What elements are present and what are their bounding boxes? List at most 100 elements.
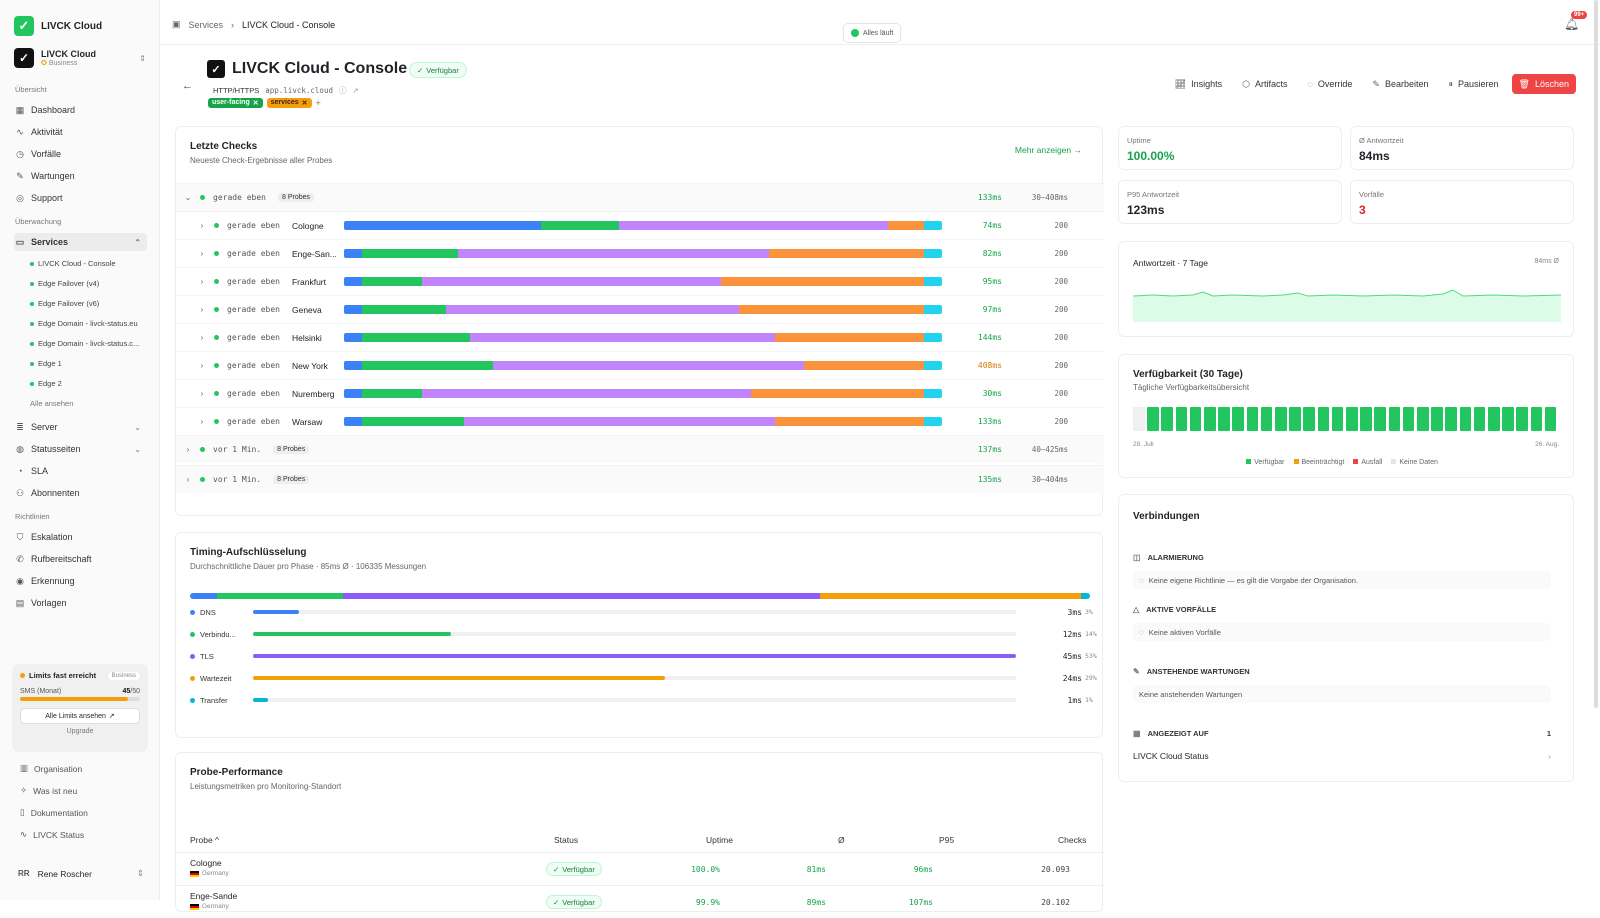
nav-sla[interactable]: ◔ SLA (14, 462, 147, 480)
service-link[interactable]: LIVCK Cloud - Console (30, 259, 116, 268)
tag-chip[interactable]: services ✕ (266, 98, 312, 108)
availability-day[interactable] (1161, 407, 1174, 431)
sidebar-toggle-icon[interactable]: ▣ (172, 19, 181, 29)
availability-day[interactable] (1530, 407, 1543, 431)
check-row[interactable]: › gerade eben Cologne 74ms 200 (176, 211, 1104, 239)
org-switcher[interactable]: ✓ LIVCK Cloud ✪ Business ⇕ (14, 48, 146, 68)
availability-day[interactable] (1189, 407, 1202, 431)
nav-templates[interactable]: ▤ Vorlagen (15, 597, 67, 609)
app-logo[interactable]: ✓ LIVCK Cloud (14, 16, 102, 36)
check-group-row[interactable]: ⌄ gerade eben 8 Probes 133ms 30–408ms (176, 183, 1104, 211)
availability-day[interactable] (1360, 407, 1372, 431)
availability-day[interactable] (1388, 407, 1401, 431)
status-page-link[interactable]: LIVCK Cloud Status › (1133, 751, 1551, 761)
bell-icon[interactable]: 🔔︎ (1564, 17, 1580, 31)
nav-on-call[interactable]: ✆ Rufbereitschaft (16, 553, 92, 565)
availability-day[interactable] (1431, 407, 1443, 431)
artifacts-button[interactable]: ⬡ Artifacts (1242, 78, 1288, 90)
column-header-checks[interactable]: Checks (1058, 835, 1087, 845)
availability-day[interactable] (1232, 407, 1245, 431)
nav-docs[interactable]: ▯ Dokumentation (20, 807, 88, 818)
availability-day[interactable] (1218, 407, 1230, 431)
availability-day[interactable] (1417, 407, 1429, 431)
global-status-pill[interactable]: Alles läuft (843, 23, 902, 43)
column-header-p95[interactable]: P95 (939, 835, 955, 845)
external-link-icon[interactable]: ↗ (352, 86, 359, 95)
availability-day[interactable] (1346, 407, 1358, 431)
availability-day[interactable] (1246, 407, 1259, 431)
nav-dashboard[interactable]: ▦ Dashboard (15, 104, 76, 116)
nav-detection[interactable]: ◉ Erkennung (16, 575, 75, 587)
availability-day[interactable] (1473, 407, 1486, 431)
availability-day[interactable] (1275, 407, 1287, 431)
service-link[interactable]: Edge Failover (v4) (30, 279, 99, 288)
service-link[interactable]: Edge 1 (30, 359, 62, 368)
check-row[interactable]: › gerade eben New York 408ms 200 (176, 351, 1104, 379)
add-tag-button[interactable]: + (315, 98, 321, 108)
availability-day[interactable] (1147, 407, 1159, 431)
service-link[interactable]: Edge Domain - livck-status.c... (30, 339, 139, 348)
nav-activity[interactable]: ∿ Aktivität (16, 126, 63, 138)
availability-day[interactable] (1402, 407, 1415, 431)
nav-services[interactable]: ▭ Services ⌃ (14, 233, 147, 251)
availability-day[interactable] (1488, 407, 1500, 431)
availability-day[interactable] (1459, 407, 1472, 431)
upgrade-link[interactable]: Upgrade (66, 728, 94, 735)
column-header-probe[interactable]: Probe ^ (190, 835, 220, 845)
availability-day[interactable] (1260, 407, 1273, 431)
tag-chip[interactable]: user-facing ✕ (208, 98, 263, 108)
nav-incidents[interactable]: ◷ Vorfälle (16, 148, 62, 160)
service-link[interactable]: Edge Failover (v6) (30, 299, 99, 308)
availability-day[interactable] (1374, 407, 1387, 431)
check-row[interactable]: › gerade eben Nuremberg 30ms 200 (176, 379, 1104, 407)
nav-server[interactable]: ≣ Server ⌄ (16, 421, 141, 433)
show-more-link[interactable]: Mehr anzeigen → (1014, 145, 1082, 155)
breadcrumb-parent[interactable]: Services (188, 19, 224, 30)
availability-day[interactable] (1204, 407, 1216, 431)
availability-day[interactable] (1289, 407, 1301, 431)
check-row[interactable]: › gerade eben Warsaw 133ms 200 (176, 407, 1104, 435)
nav-whats-new[interactable]: ✧ Was ist neu (20, 785, 78, 796)
check-group-row[interactable]: › vor 1 Min. 8 Probes 137ms 40–425ms (176, 435, 1104, 463)
availability-day[interactable] (1331, 407, 1344, 431)
nav-subscribers[interactable]: ⚇ Abonnenten (15, 487, 80, 499)
nav-status-pages[interactable]: ◍ Statusseiten ⌄ (16, 443, 141, 455)
edit-button[interactable]: ✎ Bearbeiten (1372, 78, 1429, 90)
nav-escalation[interactable]: ⛉ Eskalation (16, 531, 73, 543)
nav-support[interactable]: ◎ Support (16, 192, 63, 204)
column-header-status[interactable]: Status (554, 835, 579, 845)
table-row[interactable]: Cologne Germany ✓ Verfügbar 100.0% 81ms 9… (176, 852, 1104, 885)
availability-day[interactable] (1445, 407, 1458, 431)
page-scrollbar[interactable] (1594, 0, 1598, 708)
service-url[interactable]: app.livck.cloud (265, 86, 333, 95)
service-link[interactable]: Edge 2 (30, 379, 62, 388)
check-row[interactable]: › gerade eben Enge-San... 82ms 200 (176, 239, 1104, 267)
insights-button[interactable]: 📈︎ Insights (1174, 78, 1223, 90)
delete-button[interactable]: 🗑︎ Löschen (1511, 74, 1576, 94)
check-row[interactable]: › gerade eben Geneva 97ms 200 (176, 295, 1104, 323)
nav-maintenance[interactable]: ✎ Wartungen (16, 170, 75, 182)
close-icon[interactable]: ✕ (301, 100, 308, 107)
info-icon[interactable]: ⓘ (338, 86, 347, 95)
service-title[interactable]: LIVCK Cloud - Console⌄ (232, 60, 421, 78)
availability-day[interactable] (1516, 407, 1529, 431)
nav-livck-status[interactable]: ∿ LIVCK Status (20, 829, 85, 840)
close-icon[interactable]: ✕ (252, 100, 259, 107)
availability-day[interactable] (1502, 407, 1514, 431)
view-all-services-link[interactable]: Alle ansehen (30, 399, 74, 408)
pause-button[interactable]: ⏸︎ Pausieren (1448, 78, 1499, 90)
service-link[interactable]: Edge Domain - livck-status.eu (30, 319, 138, 328)
alarm-policy-row[interactable]: ◌ Keine eigene Richtlinie — es gilt die V… (1133, 571, 1551, 589)
override-button[interactable]: ◌ Override (1307, 79, 1353, 89)
availability-day[interactable] (1133, 407, 1145, 431)
check-group-row[interactable]: › vor 1 Min. 8 Probes 135ms 30–404ms (176, 465, 1104, 493)
availability-day[interactable] (1544, 407, 1557, 431)
check-row[interactable]: › gerade eben Helsinki 144ms 200 (176, 323, 1104, 351)
back-arrow-icon[interactable]: ← (182, 80, 193, 92)
availability-day[interactable] (1175, 407, 1188, 431)
availability-day[interactable] (1317, 407, 1330, 431)
column-header-uptime[interactable]: Uptime (706, 835, 733, 845)
user-menu[interactable]: RR Rene Roscher ⇕ (18, 868, 144, 879)
view-all-limits-button[interactable]: Alle Limits ansehen ↗ (20, 708, 140, 724)
check-row[interactable]: › gerade eben Frankfurt 95ms 200 (176, 267, 1104, 295)
